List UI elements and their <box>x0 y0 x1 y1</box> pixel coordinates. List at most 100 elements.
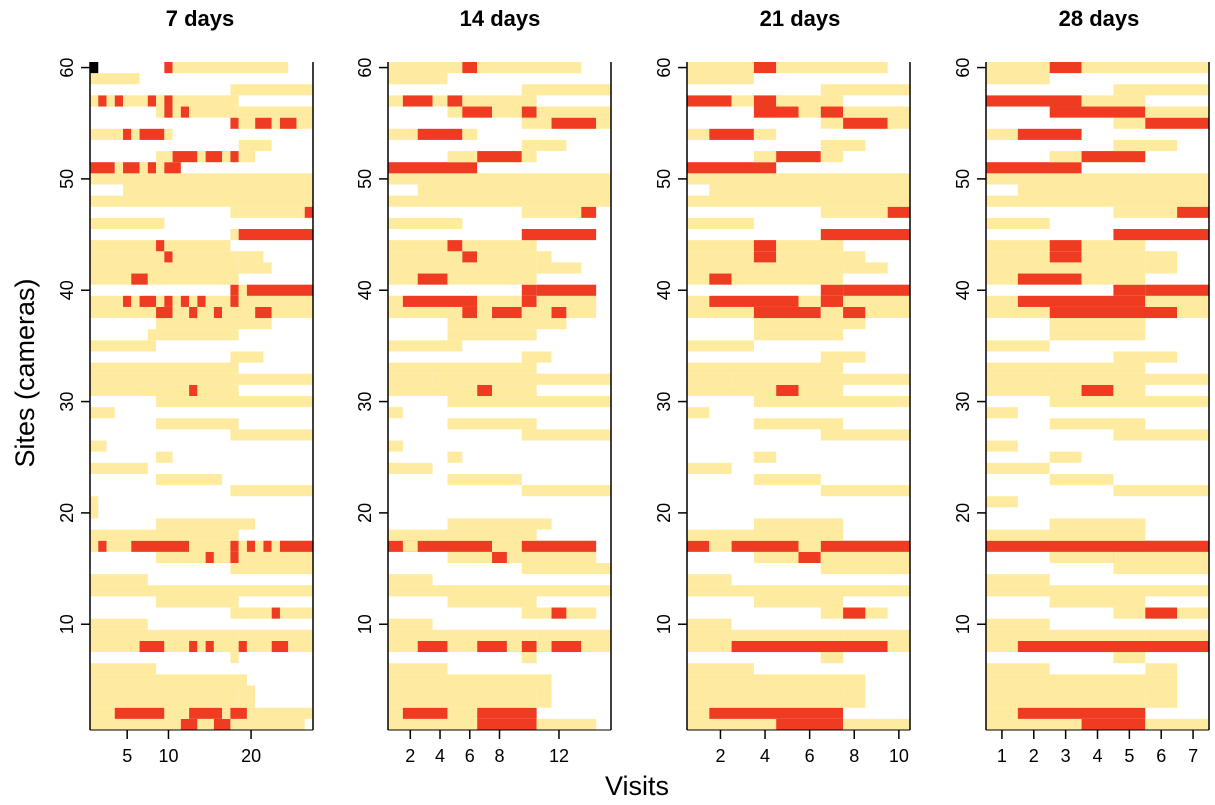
x-tick-label: 4 <box>435 746 445 766</box>
detection-cell <box>731 540 799 552</box>
survey-cell <box>1145 696 1178 708</box>
x-tick-label: 2 <box>1029 746 1039 766</box>
survey-cell <box>156 451 173 463</box>
survey-cell <box>238 117 256 129</box>
survey-cell <box>417 184 611 196</box>
survey-cell <box>156 95 165 107</box>
detection-cell <box>213 306 223 319</box>
survey-cell <box>753 396 910 408</box>
survey-cell <box>296 117 313 129</box>
detection-cell <box>798 551 821 563</box>
survey-cell <box>986 696 1146 708</box>
survey-cell <box>139 373 313 385</box>
survey-cell <box>388 295 403 307</box>
survey-cell <box>1145 663 1178 675</box>
detection-cell <box>271 640 289 653</box>
detection-cell <box>156 240 165 252</box>
survey-cell <box>687 273 710 285</box>
survey-cell <box>156 551 206 563</box>
survey-cell <box>986 574 1050 586</box>
survey-cell <box>492 384 537 396</box>
detection-cell <box>139 128 165 140</box>
survey-cell <box>798 295 821 307</box>
survey-cell <box>156 596 239 608</box>
x-tick-label: 5 <box>1124 746 1134 766</box>
survey-cell <box>147 273 239 285</box>
survey-cell <box>506 640 522 653</box>
survey-cell <box>1081 273 1146 285</box>
x-tick-label: 3 <box>1061 746 1071 766</box>
detection-cell <box>521 106 537 118</box>
detection-cell <box>123 295 132 307</box>
survey-cell <box>197 718 214 730</box>
detection-cell <box>753 251 777 263</box>
detection-cell <box>687 162 777 174</box>
survey-cell <box>123 95 148 107</box>
survey-cell <box>820 607 844 619</box>
y-tick-label: 40 <box>355 280 375 300</box>
y-tick-label: 40 <box>953 280 973 300</box>
x-tick-label: 4 <box>1092 746 1102 766</box>
survey-cell <box>477 251 537 263</box>
survey-cell <box>238 540 247 552</box>
survey-cell <box>776 95 844 107</box>
survey-cell <box>1081 95 1146 107</box>
survey-cell <box>986 718 1082 730</box>
survey-cell <box>156 162 165 174</box>
panel-28-days: 28 days 10 20 30 40 50 60 1 2 3 4 5 6 7 <box>953 6 1210 766</box>
survey-cell <box>114 162 124 174</box>
detection-cell <box>147 95 157 107</box>
survey-cell <box>986 240 1050 252</box>
survey-cell <box>106 540 132 552</box>
survey-cell <box>205 295 231 307</box>
detection-cell <box>536 284 597 296</box>
survey-cell <box>1049 451 1082 463</box>
survey-cell <box>1145 106 1209 118</box>
survey-cell <box>687 707 710 719</box>
survey-cell <box>521 306 552 319</box>
detection-cell <box>820 284 844 296</box>
detection-cell <box>164 295 173 307</box>
survey-cell <box>90 306 157 319</box>
survey-cell <box>230 84 313 96</box>
detection-cell <box>189 707 223 719</box>
survey-cell <box>156 418 239 430</box>
survey-cell <box>986 440 1018 452</box>
detection-cell <box>709 273 732 285</box>
x-tick-label: 10 <box>889 746 909 766</box>
survey-cell <box>521 429 611 441</box>
detection-cell <box>205 151 223 163</box>
detection-cell <box>156 306 173 319</box>
survey-cell <box>687 262 844 274</box>
survey-cell <box>90 585 313 597</box>
survey-cell <box>776 251 844 263</box>
panel-21-days: 21 days 10 20 30 40 50 60 2 4 6 8 10 <box>654 6 911 766</box>
survey-cell <box>492 106 522 118</box>
survey-cell <box>1081 240 1146 252</box>
survey-cell <box>477 306 493 319</box>
survey-cell <box>197 384 239 396</box>
detection-cell <box>197 295 206 307</box>
survey-cell <box>90 251 165 263</box>
survey-cell <box>388 362 537 374</box>
y-tick-label: 30 <box>57 392 77 412</box>
detection-cell <box>402 95 433 107</box>
survey-cell <box>388 373 433 385</box>
survey-cell <box>776 62 888 74</box>
survey-cell <box>156 318 272 330</box>
detection-cell <box>820 106 844 118</box>
survey-cell <box>388 95 403 107</box>
survey-cell <box>521 563 611 575</box>
survey-cell <box>230 485 313 497</box>
survey-cell <box>753 596 844 608</box>
survey-cell <box>1145 685 1178 697</box>
survey-cell <box>230 206 305 218</box>
survey-cell <box>887 640 910 653</box>
survey-cell <box>156 396 313 408</box>
survey-cell <box>90 195 313 207</box>
survey-cell <box>687 217 754 229</box>
survey-cell <box>90 373 140 385</box>
survey-cell <box>687 585 910 597</box>
detection-cell <box>417 128 463 140</box>
survey-cell <box>447 273 537 285</box>
